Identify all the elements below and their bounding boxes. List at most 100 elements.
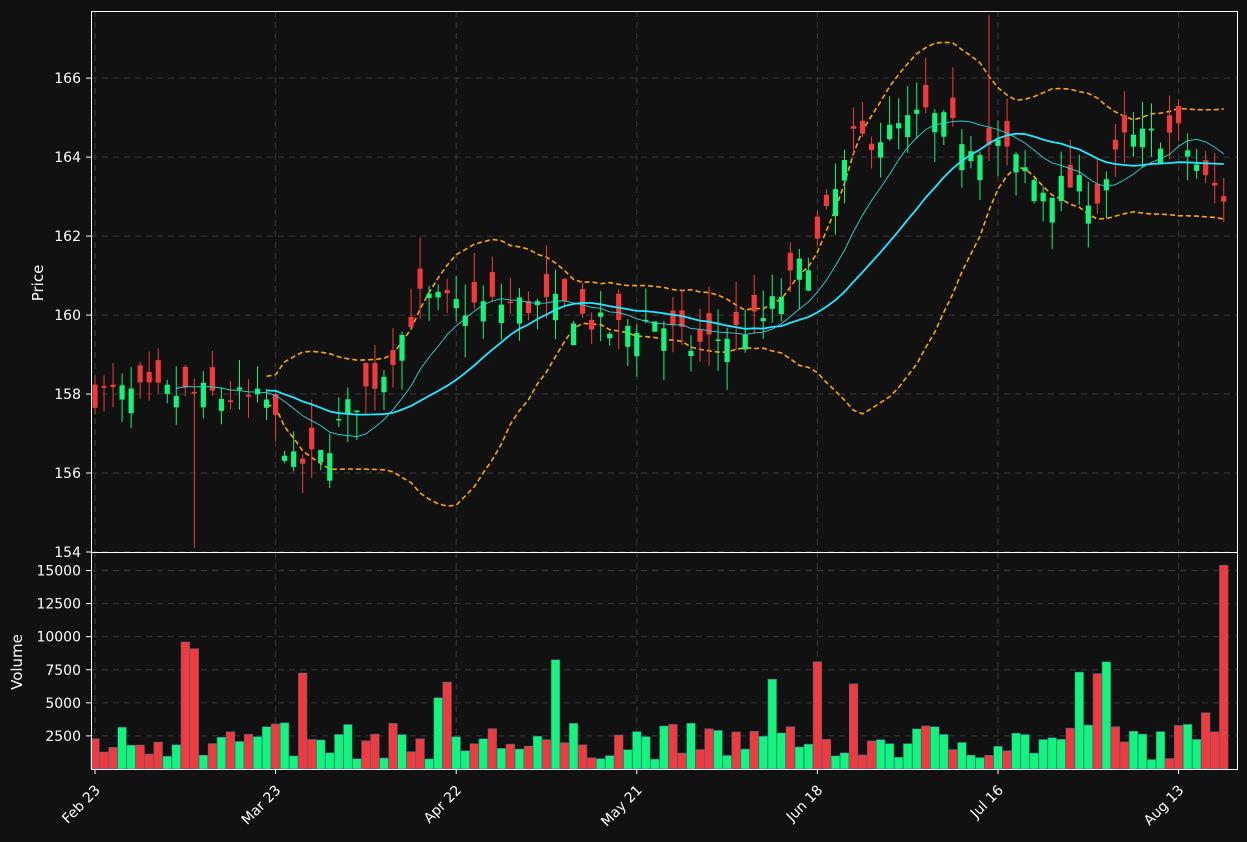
volume-bar: [858, 754, 868, 770]
volume-bar: [677, 752, 687, 770]
candle-body: [1031, 180, 1037, 202]
candle-body: [805, 270, 811, 291]
candle-body: [1203, 160, 1209, 176]
candle-body: [1130, 134, 1137, 147]
candle-body: [742, 335, 748, 350]
candle-body: [832, 189, 839, 216]
volume-bar: [650, 758, 660, 770]
volume-bar: [803, 743, 813, 770]
candle-body: [589, 319, 595, 330]
candle-body: [182, 366, 188, 388]
candle-body: [480, 301, 486, 322]
candle-body: [227, 400, 234, 403]
volume-bar: [1020, 734, 1030, 770]
candle-body: [191, 391, 197, 394]
candle-body: [1013, 154, 1019, 173]
volume-bar: [198, 754, 208, 770]
candle-body: [634, 332, 640, 357]
volume-bar: [397, 734, 407, 770]
volume-bar: [1174, 725, 1184, 770]
candle-body: [670, 310, 676, 326]
volume-bar: [758, 736, 768, 770]
candle-body: [155, 360, 161, 383]
candle-body: [706, 313, 712, 335]
volume-bar: [334, 734, 344, 770]
candle-body: [399, 334, 405, 361]
candle-body: [995, 139, 1001, 146]
volume-bar: [903, 743, 913, 770]
volume-bar: [514, 748, 524, 770]
volume-bar: [280, 722, 290, 770]
candle-body: [977, 154, 983, 181]
candle-body: [598, 312, 604, 317]
lower-band-line: [266, 166, 1224, 507]
candle-body: [1121, 115, 1128, 133]
volume-bar: [370, 733, 380, 770]
candle-body: [516, 297, 523, 324]
volume-bar: [839, 752, 850, 770]
volume-bar: [993, 746, 1003, 770]
volume-bar: [388, 723, 398, 770]
volume-bar: [614, 734, 624, 770]
volume-bar: [731, 731, 741, 770]
volume-bar: [153, 741, 163, 770]
volume-bar: [379, 757, 389, 770]
candle-body: [914, 109, 920, 114]
candle-body: [345, 399, 351, 414]
candle-body: [498, 304, 504, 324]
candle-body: [254, 388, 261, 395]
volume-bar: [659, 725, 669, 770]
volume-bar: [451, 736, 461, 770]
volume-bar: [794, 746, 804, 770]
candle-body: [887, 124, 893, 140]
candle-body: [336, 418, 342, 421]
candle-body: [543, 274, 550, 298]
candle-body: [318, 450, 324, 463]
price-tick-label: 164: [54, 150, 81, 166]
volume-bar: [442, 681, 452, 770]
candle-body: [218, 398, 225, 411]
volume-bar: [1074, 671, 1084, 770]
volume-bar: [785, 726, 795, 770]
bollinger-bands: [266, 41, 1224, 507]
volume-tick-label: 10000: [36, 630, 81, 646]
fast-moving-average-line: [176, 120, 1225, 438]
candle-body: [291, 451, 297, 467]
candle-body: [417, 268, 423, 289]
volume-bar: [415, 738, 425, 770]
candle-body: [372, 362, 378, 389]
volume-bar: [930, 726, 940, 770]
volume-bar: [560, 742, 570, 770]
volume-bar: [1038, 739, 1048, 770]
volume-bar: [957, 742, 967, 770]
volume-bar: [252, 736, 263, 770]
volume-bar: [1201, 712, 1211, 770]
volume-bar: [894, 757, 904, 770]
candle-body: [1185, 150, 1191, 157]
volume-panel-frame: [91, 552, 1238, 770]
volume-bar: [975, 757, 985, 770]
volume-bar: [1047, 737, 1057, 770]
volume-bar: [307, 739, 317, 770]
candle-body: [471, 281, 477, 303]
volume-tick-label: 5000: [45, 696, 81, 712]
candle-body: [363, 362, 369, 387]
volume-bar: [343, 724, 353, 770]
moving-averages: [176, 120, 1225, 438]
volume-bar: [569, 723, 579, 770]
volume-bar: [767, 678, 777, 770]
candle-body: [1176, 105, 1182, 124]
volume-bar: [1219, 564, 1229, 770]
candle-body: [778, 296, 784, 315]
volume-bar: [948, 749, 958, 770]
candle-body: [868, 143, 875, 150]
volume-bar: [532, 735, 543, 770]
candle-body: [625, 325, 631, 347]
volume-bar: [939, 734, 949, 770]
candle-body: [462, 315, 468, 326]
price-y-axis-ticks: 154 156 158 160 162 164 166: [54, 71, 91, 561]
volume-bar: [487, 728, 497, 770]
volume-bar: [912, 728, 922, 770]
volume-bar: [966, 754, 976, 770]
candle-body: [263, 399, 270, 408]
